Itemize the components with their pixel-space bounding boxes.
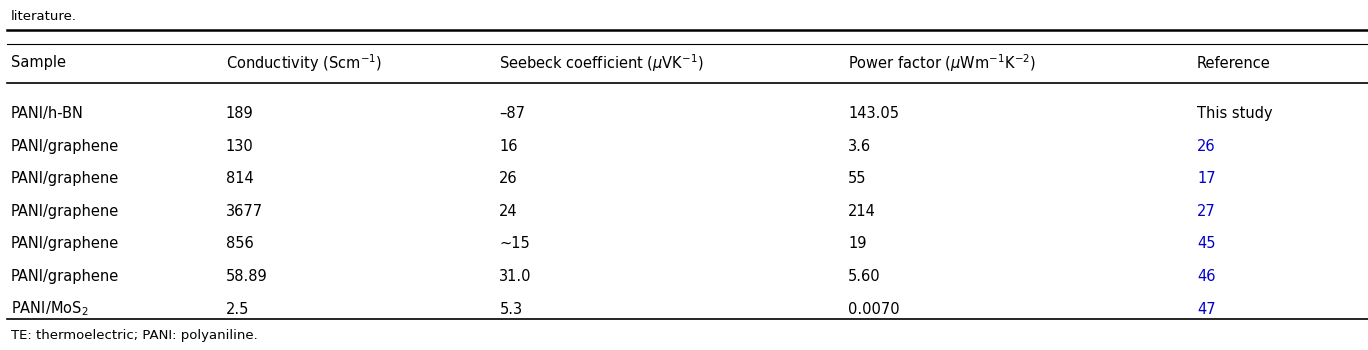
Text: PANI/MoS$_2$: PANI/MoS$_2$ xyxy=(11,300,89,318)
Text: 130: 130 xyxy=(226,139,253,154)
Text: TE: thermoelectric; PANI: polyaniline.: TE: thermoelectric; PANI: polyaniline. xyxy=(11,329,257,343)
Text: Seebeck coefficient ($\mu$VK$^{-1}$): Seebeck coefficient ($\mu$VK$^{-1}$) xyxy=(499,52,705,74)
Text: 814: 814 xyxy=(226,172,253,186)
Text: This study: This study xyxy=(1197,106,1272,121)
Text: 5.60: 5.60 xyxy=(848,269,881,284)
Text: 27: 27 xyxy=(1197,204,1216,219)
Text: 24: 24 xyxy=(499,204,518,219)
Text: 47: 47 xyxy=(1197,302,1216,316)
Text: 0.0070: 0.0070 xyxy=(848,302,900,316)
Text: ~15: ~15 xyxy=(499,237,529,251)
Text: 214: 214 xyxy=(848,204,876,219)
Text: 16: 16 xyxy=(499,139,518,154)
Text: 2.5: 2.5 xyxy=(226,302,249,316)
Text: 26: 26 xyxy=(499,172,518,186)
Text: PANI/h-BN: PANI/h-BN xyxy=(11,106,83,121)
Text: 19: 19 xyxy=(848,237,867,251)
Text: 46: 46 xyxy=(1197,269,1216,284)
Text: Reference: Reference xyxy=(1197,56,1271,70)
Text: 856: 856 xyxy=(226,237,253,251)
Text: 31.0: 31.0 xyxy=(499,269,532,284)
Text: Power factor ($\mu$Wm$^{-1}$K$^{-2}$): Power factor ($\mu$Wm$^{-1}$K$^{-2}$) xyxy=(848,52,1036,74)
Text: 26: 26 xyxy=(1197,139,1216,154)
Text: PANI/graphene: PANI/graphene xyxy=(11,204,119,219)
Text: 3677: 3677 xyxy=(226,204,263,219)
Text: 5.3: 5.3 xyxy=(499,302,523,316)
Text: PANI/graphene: PANI/graphene xyxy=(11,172,119,186)
Text: 58.89: 58.89 xyxy=(226,269,268,284)
Text: –87: –87 xyxy=(499,106,525,121)
Text: 143.05: 143.05 xyxy=(848,106,899,121)
Text: 55: 55 xyxy=(848,172,867,186)
Text: 45: 45 xyxy=(1197,237,1216,251)
Text: Conductivity (Scm$^{-1}$): Conductivity (Scm$^{-1}$) xyxy=(226,52,382,74)
Text: literature.: literature. xyxy=(11,10,77,23)
Text: Sample: Sample xyxy=(11,56,66,70)
Text: 3.6: 3.6 xyxy=(848,139,871,154)
Text: 189: 189 xyxy=(226,106,253,121)
Text: PANI/graphene: PANI/graphene xyxy=(11,269,119,284)
Text: PANI/graphene: PANI/graphene xyxy=(11,237,119,251)
Text: 17: 17 xyxy=(1197,172,1216,186)
Text: PANI/graphene: PANI/graphene xyxy=(11,139,119,154)
